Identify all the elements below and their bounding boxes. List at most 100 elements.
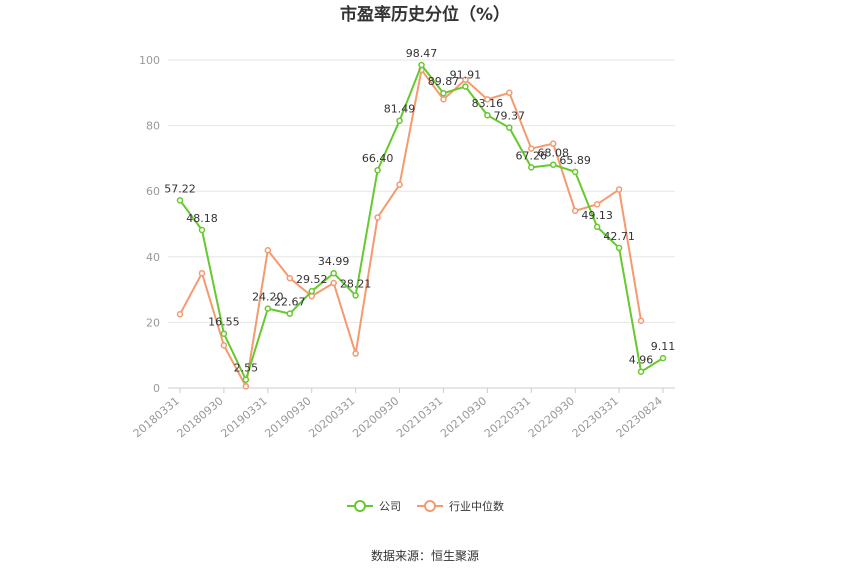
x-tick-label: 20230824: [614, 394, 665, 440]
data-point: [286, 310, 294, 317]
data-label: 16.55: [208, 316, 240, 329]
data-point: [506, 124, 513, 131]
data-point: [220, 330, 228, 337]
data-point: [396, 181, 403, 188]
data-point: [462, 83, 469, 90]
data-point: [506, 89, 513, 97]
data-label: 98.47: [406, 47, 438, 60]
data-point: [264, 246, 272, 254]
data-label: 34.99: [318, 255, 350, 268]
data-point: [374, 166, 381, 174]
legend-item-company[interactable]: 公司: [347, 500, 401, 513]
data-point: [374, 214, 381, 221]
data-label: 42.71: [603, 230, 635, 243]
data-point: [242, 383, 250, 390]
data-label: 66.40: [362, 152, 394, 165]
data-label: 22.67: [274, 296, 306, 309]
y-tick-label: 100: [139, 54, 160, 67]
y-axis: 0 20 40 60 80 100: [139, 54, 160, 395]
data-point: [330, 269, 337, 277]
data-label: 81.49: [384, 103, 416, 116]
data-label: 9.11: [651, 340, 676, 353]
data-point: [593, 201, 601, 208]
data-point: [615, 244, 623, 252]
data-label: 49.13: [581, 209, 613, 222]
legend-label: 公司: [379, 500, 401, 513]
data-point: [418, 61, 425, 69]
x-tick-label: 20200930: [350, 394, 401, 440]
x-tick-label: 20190331: [218, 394, 269, 440]
y-tick-label: 20: [146, 316, 160, 329]
legend-label: 行业中位数: [449, 499, 504, 513]
x-tick-label: 20210331: [394, 394, 445, 440]
legend-marker: [354, 500, 366, 512]
data-label: 2.55: [234, 362, 259, 375]
y-tick-label: 40: [146, 251, 160, 264]
source-note: 数据来源：恒生聚源: [371, 548, 479, 563]
data-point: [352, 350, 359, 357]
data-label: 89.87: [428, 75, 460, 88]
data-label: 68.08: [537, 147, 569, 160]
chart-title: 市盈率历史分位（%）: [340, 4, 510, 25]
y-tick-label: 0: [153, 382, 160, 395]
data-point: [176, 197, 184, 204]
data-label: 29.52: [296, 273, 328, 286]
data-point: [220, 342, 228, 349]
data-point: [528, 164, 535, 171]
data-point: [440, 96, 447, 103]
legend-marker: [424, 500, 436, 512]
x-tick-label: 20220930: [526, 394, 577, 440]
legend-item-industry-median[interactable]: 行业中位数: [417, 499, 504, 513]
x-tick-label: 20180930: [175, 394, 226, 440]
data-label: 57.22: [164, 182, 196, 195]
data-point: [593, 223, 601, 231]
x-tick-label: 20210930: [438, 394, 489, 440]
x-tick-label: 20230331: [570, 394, 621, 440]
data-point: [484, 96, 491, 103]
data-point: [330, 279, 337, 287]
data-point: [571, 168, 579, 176]
grid: [168, 59, 675, 389]
series-line-company: [179, 64, 664, 381]
x-tick-label: 20200331: [306, 394, 357, 440]
data-label: 83.16: [472, 97, 504, 110]
data-label: 28.21: [340, 277, 372, 290]
data-point: [396, 117, 403, 124]
series-group: [176, 61, 667, 390]
data-point: [198, 269, 206, 277]
data-point: [615, 186, 623, 193]
y-tick-label: 60: [146, 185, 160, 198]
data-label: 91.91: [450, 69, 482, 82]
x-axis: 2018033120180930201903312019093020200331…: [131, 387, 675, 440]
data-point: [637, 368, 645, 375]
data-point: [352, 292, 359, 299]
x-tick-label: 20190930: [262, 394, 313, 440]
x-tick-label: 20180331: [131, 394, 182, 440]
data-point: [264, 305, 272, 312]
data-label: 24.20: [252, 291, 284, 304]
data-point: [176, 310, 184, 318]
data-point: [440, 89, 447, 97]
data-point: [242, 376, 250, 383]
data-point: [637, 317, 645, 325]
data-point: [659, 354, 667, 362]
legend[interactable]: 公司 行业中位数: [347, 499, 504, 513]
data-label: 65.89: [559, 154, 591, 167]
data-point: [528, 145, 535, 152]
data-labels: 57.22 48.18 16.55 2.55 24.2022.67 29.52 34.99 2…: [164, 47, 675, 375]
data-point: [549, 140, 557, 147]
data-point: [286, 274, 294, 282]
series-line-industry-median: [179, 68, 643, 388]
data-point: [484, 111, 491, 119]
y-tick-label: 80: [146, 120, 160, 133]
data-point: [198, 226, 206, 234]
data-point: [549, 161, 557, 168]
data-point: [571, 207, 579, 215]
data-label: 79.37: [494, 110, 526, 123]
data-label: 67.26: [516, 149, 548, 162]
data-label: 4.96: [629, 354, 654, 367]
data-label: 48.18: [186, 212, 218, 225]
x-tick-label: 20220331: [482, 394, 533, 440]
data-point: [308, 287, 315, 295]
